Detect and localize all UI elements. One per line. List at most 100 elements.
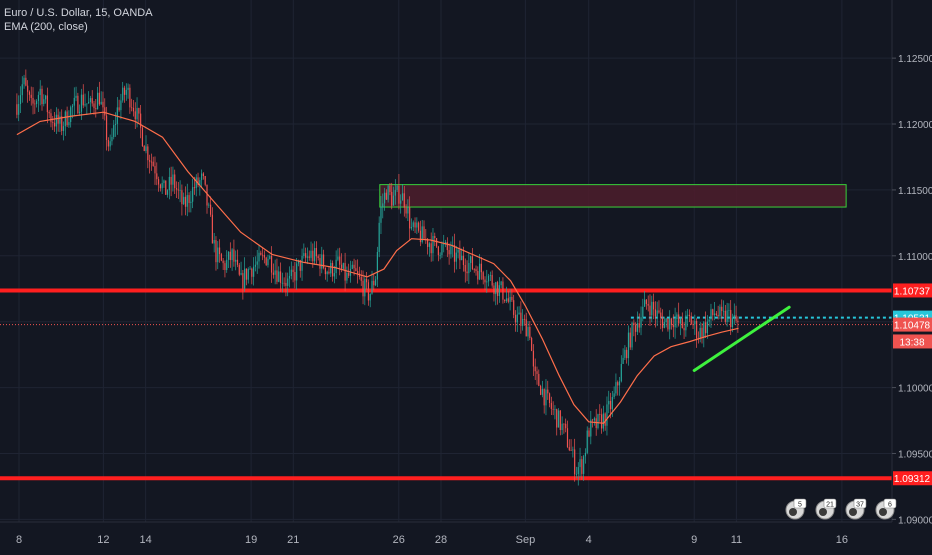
- grid: [0, 0, 892, 522]
- candle-body: [211, 214, 213, 244]
- candle-body: [249, 268, 251, 270]
- candle-body: [543, 388, 545, 406]
- candle-body: [184, 196, 187, 207]
- candle-body: [670, 318, 673, 325]
- candles-layer: [16, 69, 739, 486]
- ema-200-line: [16, 111, 739, 424]
- candle-body: [258, 252, 260, 262]
- candle-body: [701, 327, 703, 338]
- candle-body: [107, 139, 109, 147]
- x-tick-label: 26: [393, 534, 405, 546]
- candle-body: [261, 254, 264, 256]
- candle-body: [565, 423, 567, 429]
- candle-body: [471, 256, 474, 270]
- candle-body: [202, 173, 205, 176]
- event-badge-flag-icon: [789, 508, 797, 516]
- event-badge-flag-icon: [819, 508, 827, 516]
- candle-body: [61, 116, 63, 131]
- candle-body: [281, 282, 283, 284]
- candle-body: [131, 107, 133, 109]
- candle-body: [34, 103, 36, 105]
- ema-layer: [16, 111, 739, 424]
- candle-body: [667, 318, 669, 330]
- candle-body: [387, 185, 389, 200]
- candle-body: [314, 248, 316, 262]
- candle-body: [545, 389, 547, 406]
- candle-body: [496, 282, 499, 296]
- candle-body: [401, 193, 404, 201]
- candle-body: [98, 92, 100, 105]
- candle-body: [82, 94, 84, 106]
- candle-body: [694, 321, 696, 325]
- candle-body: [59, 116, 61, 124]
- candle-body: [566, 428, 569, 448]
- candle-body: [532, 350, 535, 367]
- candle-body: [504, 299, 506, 302]
- candle-body: [260, 252, 262, 255]
- candle-body: [278, 271, 280, 282]
- candle-body: [448, 250, 450, 255]
- candle-body: [170, 176, 172, 185]
- candle-body: [27, 85, 29, 92]
- candle-body: [557, 410, 560, 428]
- candle-body: [245, 268, 248, 280]
- candle-body: [658, 310, 660, 313]
- candle-body: [270, 255, 273, 273]
- candle-body: [672, 324, 674, 328]
- x-tick-label: 28: [435, 534, 447, 546]
- candle-body: [410, 226, 413, 229]
- candle-body: [609, 400, 612, 410]
- price-label-text: 13:38: [899, 337, 924, 348]
- event-badge-count: 6: [888, 502, 892, 509]
- candle-body: [111, 137, 113, 142]
- candle-body: [247, 268, 249, 280]
- candle-body: [468, 262, 470, 274]
- chart-legend: Euro / U.S. Dollar, 15, OANDA EMA (200, …: [4, 6, 153, 34]
- candle-body: [579, 459, 581, 468]
- candle-body: [459, 249, 461, 261]
- candle-body: [305, 253, 307, 258]
- candle-body: [77, 95, 79, 114]
- candle-body: [660, 312, 662, 318]
- candle-body: [435, 238, 438, 247]
- candle-body: [337, 256, 339, 260]
- candle-body: [179, 190, 181, 191]
- candle-body: [306, 256, 309, 258]
- candle-body: [340, 264, 343, 269]
- candle-body: [434, 235, 436, 239]
- candle-body: [685, 315, 687, 331]
- candle-body: [561, 423, 563, 431]
- candle-body: [91, 98, 93, 104]
- candle-body: [192, 187, 194, 202]
- candle-body: [620, 363, 622, 382]
- candle-body: [156, 173, 158, 180]
- candle-body: [380, 206, 382, 223]
- horizontal-lines-layer: [0, 288, 892, 481]
- candle-body: [572, 449, 574, 451]
- candle-body: [147, 146, 149, 161]
- candle-body: [593, 418, 595, 421]
- candle-body: [631, 322, 633, 348]
- candle-body: [253, 266, 255, 277]
- candle-body: [339, 256, 341, 265]
- candle-body: [457, 249, 459, 253]
- candle-body: [195, 177, 197, 189]
- candle-body: [453, 245, 456, 262]
- candle-body: [728, 310, 730, 311]
- candle-body: [125, 89, 127, 95]
- candle-body: [523, 318, 526, 320]
- candle-body: [79, 111, 81, 114]
- candle-body: [301, 256, 303, 271]
- candle-body: [326, 271, 328, 275]
- candle-body: [486, 281, 488, 283]
- candle-body: [328, 271, 330, 274]
- candle-body: [374, 279, 377, 286]
- price-label-text: 1.09312: [894, 474, 931, 485]
- candle-body: [588, 430, 590, 437]
- candle-body: [704, 322, 707, 334]
- candle-body: [654, 309, 656, 317]
